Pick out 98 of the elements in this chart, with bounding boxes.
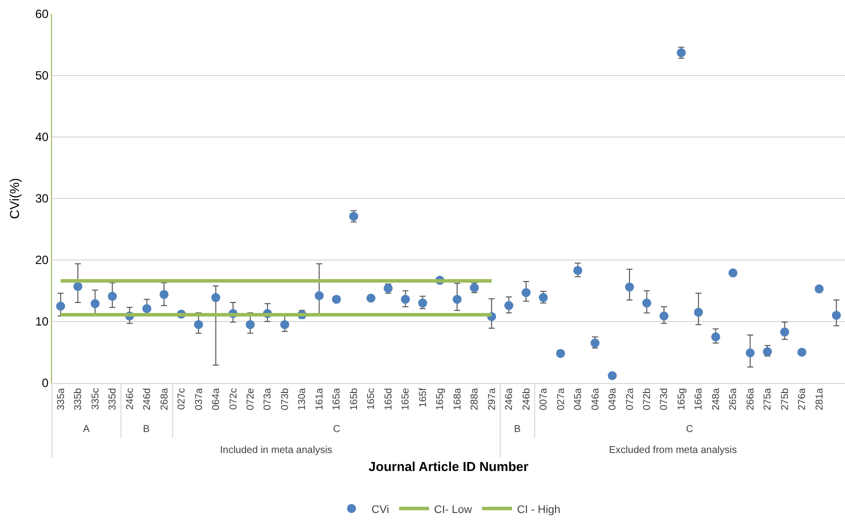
x-tick-label: 335d <box>108 388 119 410</box>
x-tick-label: 297a <box>486 388 498 410</box>
x-tick-label: 072a <box>624 388 636 410</box>
point <box>694 308 703 317</box>
x-tick-label: 288a <box>470 388 481 410</box>
x-tick-label: 281a <box>814 388 826 410</box>
point <box>332 294 341 304</box>
point <box>556 348 566 358</box>
y-tick-label: 50 <box>35 68 49 83</box>
x-tick-label: 165d <box>383 388 394 410</box>
x-tick-label: 168a <box>452 388 464 410</box>
text: A <box>83 424 90 435</box>
x-tick-label: 072b <box>642 388 653 410</box>
y-tick-label: 0 <box>42 376 49 390</box>
x-tick-label: 335b <box>73 388 84 410</box>
point <box>728 268 738 278</box>
x-tick-label: 246a <box>504 388 516 410</box>
point <box>814 284 824 294</box>
text: Excluded from meta analysis <box>609 445 737 456</box>
point <box>211 293 220 302</box>
x-tick-label: 007a <box>538 388 550 410</box>
x-tick-label: 072c <box>228 388 240 410</box>
point <box>280 320 290 330</box>
point <box>711 332 720 342</box>
point <box>160 290 169 299</box>
x-tick-label: 266a <box>745 388 756 410</box>
y-tick-label: 20 <box>35 253 49 268</box>
x-tick-label: 246b <box>521 388 532 410</box>
point <box>746 348 755 358</box>
x-tick-label: 064a <box>211 388 222 410</box>
x-tick-label: 166a <box>694 388 705 410</box>
x-axis-title: Journal Article ID Number <box>368 458 528 474</box>
point <box>608 371 617 380</box>
point <box>73 282 82 291</box>
point <box>780 327 790 336</box>
point <box>452 294 462 304</box>
point <box>314 291 324 300</box>
y-tick-label: 60 <box>35 7 49 22</box>
text: B <box>143 424 150 435</box>
point <box>504 301 514 310</box>
y-tick-label: 30 <box>35 192 49 206</box>
x-tick-label: 130a <box>297 388 308 410</box>
x-tick-label: 037a <box>194 388 205 410</box>
point <box>90 299 100 308</box>
text: Included in meta analysis <box>220 445 332 456</box>
x-tick-label: 275a <box>762 388 774 410</box>
x-tick-label: 248a <box>710 388 722 410</box>
text: C <box>686 424 694 435</box>
point <box>832 310 841 320</box>
y-axis-title: CVi(%) <box>7 178 22 219</box>
x-tick-label: 165b <box>348 388 360 410</box>
x-tick-label: 265a <box>728 388 740 410</box>
x-tick-label: 268a <box>159 388 170 410</box>
point <box>194 320 204 330</box>
x-tick-label: 275b <box>780 388 791 410</box>
x-tick-label: 161a <box>314 388 326 410</box>
x-tick-label: 165a <box>332 388 343 410</box>
point <box>642 298 652 308</box>
point <box>418 298 428 308</box>
x-tick-label: 072e <box>246 388 256 410</box>
x-tick-label: 165g <box>676 388 688 410</box>
y-tick-label: 40 <box>35 130 49 144</box>
x-tick-label: 246c <box>124 388 136 410</box>
legend-label: CI- Low <box>434 504 472 516</box>
point <box>538 293 548 302</box>
x-tick-label: 046a <box>590 388 602 410</box>
x-tick-label: 073a <box>262 388 274 410</box>
point <box>142 304 152 314</box>
x-tick-label: 276a <box>797 388 808 410</box>
y-tick-label: 10 <box>35 314 49 329</box>
legend-label: CI - High <box>516 504 560 516</box>
x-tick-label: 049a <box>608 388 619 410</box>
x-tick-label: 073b <box>280 388 291 410</box>
point <box>246 320 255 330</box>
x-tick-label: 335a <box>56 388 67 410</box>
text: C <box>333 424 340 435</box>
legend-label: CVi <box>372 504 390 516</box>
point <box>573 266 582 275</box>
x-tick-label: 073d <box>659 388 670 410</box>
point <box>797 348 806 357</box>
point <box>56 302 66 311</box>
x-tick-label: 165c <box>366 388 378 410</box>
x-tick-label: 246d <box>142 388 154 410</box>
point <box>522 288 531 298</box>
x-tick-label: 165f <box>418 388 429 408</box>
x-tick-label: 335c <box>90 388 102 410</box>
point <box>108 292 117 301</box>
point <box>400 294 410 304</box>
point <box>659 311 668 320</box>
point <box>590 338 600 348</box>
x-tick-label: 027c <box>176 388 188 410</box>
x-tick-label: 165g <box>435 388 446 410</box>
x-tick-label: 027a <box>556 388 567 410</box>
point <box>366 294 376 303</box>
x-tick-label: 045a <box>573 388 584 410</box>
point <box>625 282 634 292</box>
text: B <box>514 424 521 435</box>
x-tick-label: 165e <box>400 388 412 410</box>
